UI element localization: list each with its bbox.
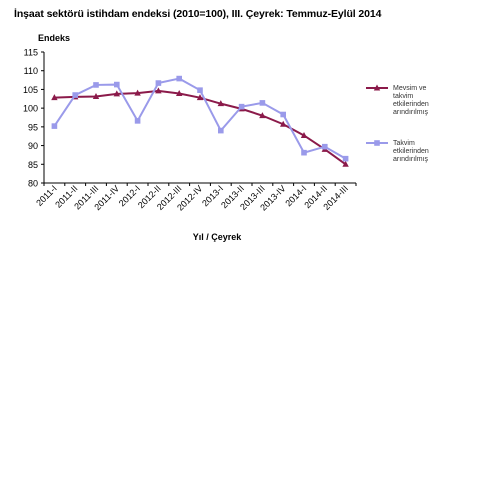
y-tick-label: 85 — [28, 160, 38, 170]
chart-title: İnşaat sektörü istihdam endeksi (2010=10… — [14, 8, 382, 20]
y-axis-title: Endeks — [38, 33, 70, 43]
data-point — [280, 120, 287, 127]
data-point — [342, 160, 349, 167]
data-point — [72, 92, 78, 98]
data-point — [342, 155, 349, 162]
data-point — [301, 149, 307, 156]
legend-label: etkilerinden — [393, 101, 429, 108]
legend-label: etkilerinden — [393, 148, 429, 155]
y-tick-label: 90 — [28, 141, 38, 151]
x-tick-labels: 2011-I2011-II2011-III2011-IV2012-I2012-I… — [34, 183, 350, 212]
legend: Mevsim vetakvimetkilerindenarındırılmışT… — [366, 84, 429, 163]
legend-label: Mevsim ve — [393, 85, 427, 92]
legend-label: Takvim — [393, 140, 415, 147]
axes — [41, 51, 357, 186]
legend-label: arındırılmış — [393, 109, 429, 116]
data-point — [92, 93, 100, 100]
data-point — [218, 127, 224, 134]
series-lines — [51, 75, 349, 167]
data-point — [197, 87, 203, 93]
data-point — [51, 123, 58, 129]
data-point — [176, 75, 182, 82]
data-point — [93, 82, 99, 88]
data-point — [196, 94, 204, 101]
x-axis-title: Yıl / Çeyrek — [193, 232, 243, 242]
data-point — [155, 87, 162, 94]
y-tick-label: 100 — [23, 104, 38, 114]
data-point — [51, 94, 58, 101]
data-point — [114, 81, 120, 88]
data-point — [176, 90, 183, 97]
legend-label: takvim — [393, 93, 413, 100]
data-point — [134, 118, 141, 124]
y-tick-label: 80 — [28, 179, 38, 189]
data-point — [300, 131, 308, 138]
data-point — [280, 111, 286, 118]
y-tick-label: 95 — [28, 122, 38, 132]
data-point — [322, 143, 328, 150]
data-point — [259, 100, 266, 106]
data-point — [113, 90, 120, 97]
data-point — [217, 100, 224, 107]
data-point — [259, 112, 266, 119]
data-point — [238, 103, 245, 110]
y-tick-label: 105 — [23, 85, 38, 95]
legend-marker — [374, 140, 380, 146]
data-point — [155, 80, 162, 86]
legend-marker — [373, 84, 381, 91]
y-tick-label: 110 — [24, 66, 38, 76]
y-tick-labels: 80 85 90 95 100 105 110 115 — [23, 48, 38, 189]
legend-label: arındırılmış — [393, 156, 429, 163]
data-point — [134, 89, 141, 96]
y-tick-label: 115 — [24, 48, 38, 58]
